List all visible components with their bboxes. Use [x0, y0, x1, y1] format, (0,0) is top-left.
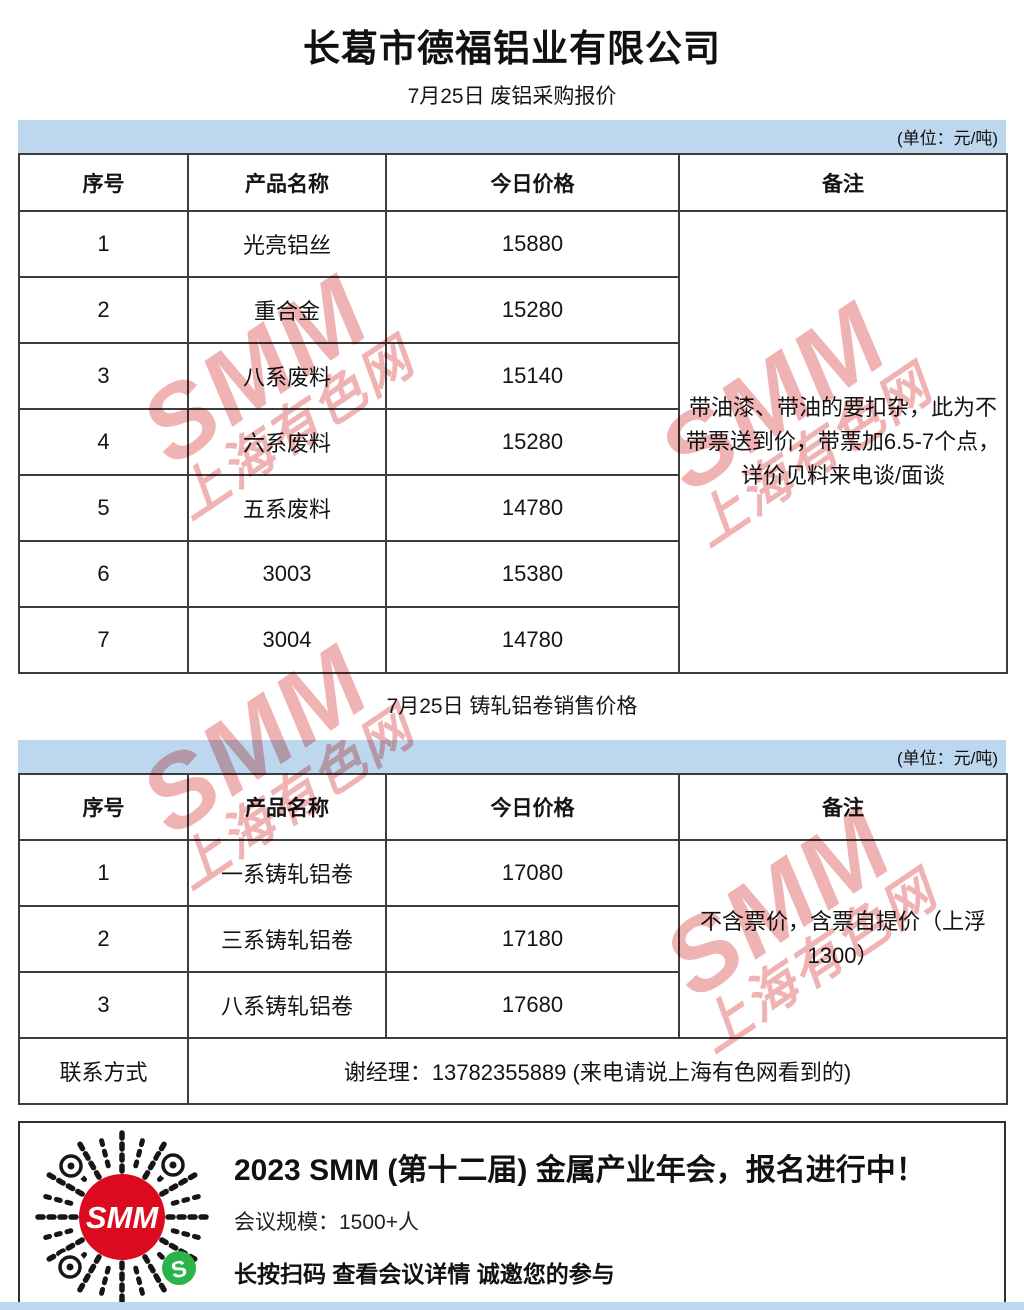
bottom-blue-strip: [0, 1302, 1024, 1310]
remark-cell: 带油漆、带油的要扣杂，此为不带票送到价，带票加6.5-7个点，详价见料来电谈/面…: [678, 210, 1008, 674]
ad-scale: 会议规模：1500+人: [234, 1211, 419, 1234]
unit-band-2: (单位：元/吨): [18, 740, 1006, 773]
table-row: 2 三系铸轧铝卷 17180: [18, 905, 1007, 973]
cell-no: 1: [18, 210, 189, 278]
cell-price: 14780: [385, 606, 680, 674]
svg-text:S: S: [169, 1255, 189, 1284]
smm-logo: SMM: [79, 1174, 165, 1260]
unit-label-1: (单位：元/吨): [896, 129, 998, 148]
table-row: 2 重合金 15280: [18, 276, 1007, 344]
cell-product: 六系废料: [187, 408, 387, 476]
col-header-price: 今日价格: [385, 773, 680, 841]
cell-no: 7: [18, 606, 189, 674]
table-row: 5 五系废料 14780: [18, 474, 1007, 542]
cell-product: 一系铸轧铝卷: [187, 839, 387, 907]
section1-subtitle: 7月25日 废铝采购报价: [407, 85, 617, 108]
qr-code-icon: SMM S: [34, 1129, 210, 1305]
table-header-row: 序号 产品名称 今日价格 备注: [18, 773, 1008, 841]
coil-sales-table: 序号 产品名称 今日价格 备注 1 一系铸轧铝卷 17080 不含票价，含票自提…: [18, 773, 1008, 1105]
section2-subtitle: 7月25日 铸轧铝卷销售价格: [386, 695, 638, 718]
col-header-no: 序号: [18, 773, 189, 841]
unit-band-1: (单位：元/吨): [18, 120, 1006, 153]
cell-no: 4: [18, 408, 189, 476]
table-row: 4 六系废料 15280: [18, 408, 1007, 476]
cell-price: 17680: [385, 971, 680, 1039]
cell-price: 14780: [385, 474, 680, 542]
table-row: 7 3004 14780: [18, 606, 1007, 674]
cell-product: 三系铸轧铝卷: [187, 905, 387, 973]
cell-product: 光亮铝丝: [187, 210, 387, 278]
cell-product: 3004: [187, 606, 387, 674]
cell-price: 17080: [385, 839, 680, 907]
cell-no: 5: [18, 474, 189, 542]
cell-no: 6: [18, 540, 189, 608]
conference-ad-banner: SMM S 2023 SMM (第十二届) 金属产业年会，报名进行中！ 会议规模…: [18, 1121, 1006, 1310]
qr-eye-bottom-left: [54, 1251, 86, 1283]
cell-price: 17180: [385, 905, 680, 973]
remark-cell: 不含票价，含票自提价（上浮1300）: [678, 839, 1008, 1039]
ad-text-block: 2023 SMM (第十二届) 金属产业年会，报名进行中！ 会议规模：1500+…: [234, 1145, 926, 1289]
cell-product: 五系废料: [187, 474, 387, 542]
cell-product: 八系铸轧铝卷: [187, 971, 387, 1039]
cell-no: 2: [18, 905, 189, 973]
col-header-no: 序号: [18, 153, 189, 212]
unit-label-2: (单位：元/吨): [896, 749, 998, 768]
table-row: 6 3003 15380: [18, 540, 1007, 608]
contact-row: 联系方式 谢经理：13782355889 (来电请说上海有色网看到的): [18, 1037, 1008, 1105]
col-header-product: 产品名称: [187, 153, 387, 212]
scrap-purchase-table: 序号 产品名称 今日价格 备注 1 光亮铝丝 15880 带油漆、带油的要扣杂，…: [18, 153, 1008, 674]
cell-product: 3003: [187, 540, 387, 608]
ad-title: 2023 SMM (第十二届) 金属产业年会，报名进行中！: [234, 1154, 926, 1187]
contact-label: 联系方式: [18, 1037, 189, 1105]
svg-text:SMM: SMM: [86, 1200, 160, 1235]
contact-value: 谢经理：13782355889 (来电请说上海有色网看到的): [187, 1037, 1008, 1105]
company-title: 长葛市德福铝业有限公司: [303, 28, 721, 69]
cell-no: 1: [18, 839, 189, 907]
qr-eye-top-left: [55, 1150, 87, 1182]
cell-no: 3: [18, 971, 189, 1039]
cell-price: 15280: [385, 408, 680, 476]
table-row: 3 八系废料 15140: [18, 342, 1007, 410]
cell-product: 重合金: [187, 276, 387, 344]
col-header-remark: 备注: [678, 773, 1008, 841]
col-header-price: 今日价格: [385, 153, 680, 212]
qr-eye-top-right: [157, 1149, 189, 1181]
table-row: 3 八系铸轧铝卷 17680: [18, 971, 1007, 1039]
cell-product: 八系废料: [187, 342, 387, 410]
cell-price: 15380: [385, 540, 680, 608]
cell-price: 15880: [385, 210, 680, 278]
col-header-product: 产品名称: [187, 773, 387, 841]
ad-cta: 长按扫码 查看会议详情 诚邀您的参与: [234, 1261, 615, 1287]
table-header-row: 序号 产品名称 今日价格 备注: [18, 153, 1008, 212]
cell-price: 15280: [385, 276, 680, 344]
cell-no: 2: [18, 276, 189, 344]
cell-no: 3: [18, 342, 189, 410]
wechat-miniprogram-icon: S: [162, 1251, 196, 1285]
cell-price: 15140: [385, 342, 680, 410]
table-row: 1 光亮铝丝 15880 带油漆、带油的要扣杂，此为不带票送到价，带票加6.5-…: [18, 210, 1008, 674]
col-header-remark: 备注: [678, 153, 1008, 212]
table-row: 1 一系铸轧铝卷 17080 不含票价，含票自提价（上浮1300）: [18, 839, 1008, 1039]
